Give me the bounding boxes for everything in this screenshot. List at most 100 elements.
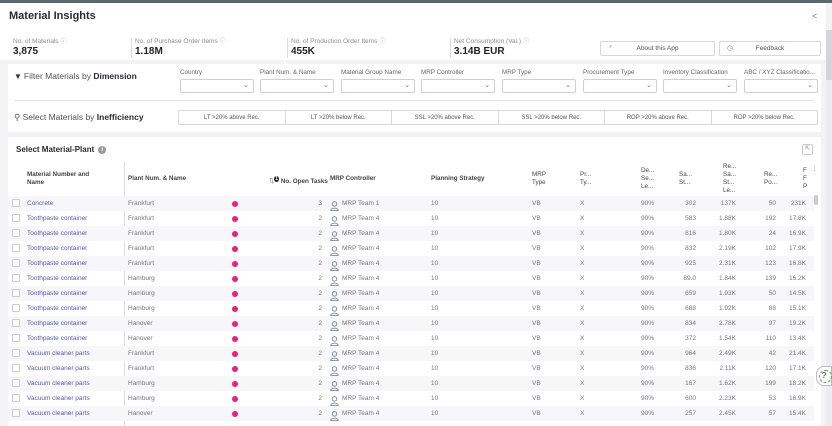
table-row[interactable]: Toothpaste container Frankfurt 2 MRP Team 4… (8, 256, 814, 271)
help-button[interactable]: ? (816, 366, 832, 386)
mrp-type-select[interactable]: ⌄ (502, 79, 576, 93)
row-checkbox[interactable] (12, 214, 20, 222)
info-icon[interactable]: i (98, 145, 107, 154)
table-row[interactable]: Vacuum cleaner parts Frankfurt 2 MRP Team 4… (8, 346, 814, 361)
row-checkbox[interactable] (12, 259, 20, 267)
info-icon[interactable]: ⓘ (379, 39, 386, 45)
status-dot (232, 366, 238, 372)
row-checkbox[interactable] (12, 244, 20, 252)
last-col-cell: 15.4K (789, 410, 806, 417)
table-row[interactable]: Toothpaste container Hanover 2 MRP Team 4 10… (8, 316, 814, 331)
material-link[interactable]: Toothpaste container (27, 245, 88, 252)
abc-xyz-select[interactable]: ⌄ (744, 79, 818, 93)
more-icon[interactable]: ⋮ (811, 165, 818, 172)
status-dot (232, 396, 238, 402)
material-link[interactable]: Toothpaste container (27, 305, 88, 312)
table-scrollbar[interactable] (814, 195, 818, 205)
material-link[interactable]: Concrete (27, 200, 54, 207)
planning-strategy-cell: 10 (431, 410, 439, 417)
table-row[interactable]: Toothpaste container Hamburg 2 MRP Team 4 10… (8, 286, 814, 301)
table-row[interactable]: Vacuum cleaner parts Hamburg 2 MRP Team 4 10… (8, 376, 814, 391)
table-row[interactable]: Toothpaste container Hamburg 2 MRP Team 4 10… (8, 271, 814, 286)
col-mrp-type[interactable]: MRP Type (532, 171, 546, 186)
dsl-cell: 90% (640, 215, 654, 222)
segment-rop-below[interactable]: ROP >20% below Rec. (733, 114, 795, 121)
share-icon[interactable]: < (812, 11, 818, 21)
material-group-select[interactable]: ⌄ (341, 79, 415, 93)
material-link[interactable]: Toothpaste container (27, 275, 88, 282)
material-link[interactable]: Toothpaste container (27, 335, 88, 342)
feedback-button[interactable]: ◷ Feedback (719, 41, 821, 56)
table-row[interactable]: Toothpaste container Frankfurt 2 MRP Team 4… (8, 226, 814, 241)
scrollbar-thumb[interactable] (826, 30, 832, 80)
segment-rop-above[interactable]: ROP >20% above Rec. (605, 111, 712, 124)
col-rec-ssl[interactable]: Re... Sa... St... Le... (723, 163, 737, 194)
material-link[interactable]: Toothpaste container (27, 230, 88, 237)
row-checkbox[interactable] (12, 304, 20, 312)
row-checkbox[interactable] (12, 319, 20, 327)
info-icon[interactable]: ⓘ (219, 39, 226, 45)
info-icon[interactable]: ⓘ (523, 39, 530, 45)
segment-ssl-above[interactable]: SSL >20% above Rec. (392, 111, 499, 124)
status-dot (232, 201, 238, 207)
row-checkbox[interactable] (12, 364, 20, 372)
kpi-production-orders: No. of Production Order Items ⓘ 455K (291, 38, 386, 57)
filter-plant: Plant Num. & Name ⌄ (260, 69, 334, 93)
table-title: Select Material-Plant i (16, 145, 107, 154)
mrp-controller-select[interactable]: ⌄ (421, 79, 495, 93)
col-last[interactable]: F F P (803, 167, 808, 190)
segment-lt-above[interactable]: LT >20% above Rec. (179, 111, 286, 124)
material-link[interactable]: Vacuum cleaner parts (27, 410, 90, 417)
col-reorder-point[interactable]: Re... Po... (764, 171, 778, 186)
inventory-classification-select[interactable]: ⌄ (663, 79, 737, 93)
row-checkbox[interactable] (12, 289, 20, 297)
row-checkbox[interactable] (12, 349, 20, 357)
table-row[interactable]: Vacuum cleaner parts Hanover 2 MRP Team 4 10… (8, 406, 814, 421)
material-link[interactable]: Vacuum cleaner parts (27, 365, 90, 372)
page-scrollbar[interactable] (826, 30, 832, 426)
country-select[interactable]: ⌄ (180, 79, 254, 93)
safety-stock-cell: 167 (685, 380, 696, 387)
filter-abc-xyz: ABC / XYZ Classificatio... ⌄ (744, 69, 818, 93)
material-link[interactable]: Vacuum cleaner parts (27, 395, 90, 402)
row-checkbox[interactable] (12, 379, 20, 387)
segment-lt-below[interactable]: LT >20% below Rec. (286, 111, 392, 124)
material-link[interactable]: Toothpaste container (27, 260, 88, 267)
col-dsl[interactable]: De... Se... Le... (641, 167, 655, 190)
material-link[interactable]: Vacuum cleaner parts (27, 380, 90, 387)
row-checkbox[interactable] (12, 274, 20, 282)
col-open-tasks[interactable]: ⇅1 No. Open Tasks (269, 176, 328, 186)
row-checkbox[interactable] (12, 229, 20, 237)
status-dot (232, 231, 238, 237)
table-row[interactable]: Vacuum cleaner parts Hamburg 2 MRP Team 4 10… (8, 391, 814, 406)
row-checkbox[interactable] (12, 334, 20, 342)
material-link[interactable]: Toothpaste container (27, 290, 88, 297)
export-icon[interactable]: ⇱ (802, 144, 813, 155)
segment-ssl-below[interactable]: SSL >20% below Rec. (499, 111, 605, 124)
col-procurement-type[interactable]: Pr... Ty... (580, 171, 592, 186)
mrp-type-cell: VB (532, 410, 541, 417)
table-row[interactable]: Toothpaste container Frankfurt 2 MRP Team 4… (8, 241, 814, 256)
col-mrp-controller[interactable]: MRP Controller (330, 175, 376, 182)
table-row[interactable]: Toothpaste container Hamburg 2 MRP Team 4 10… (8, 301, 814, 316)
safety-stock-cell: 372 (685, 335, 696, 342)
info-icon[interactable]: ⓘ (60, 39, 67, 45)
row-checkbox[interactable] (12, 409, 20, 417)
about-app-button[interactable]: ♆ About this App (600, 41, 715, 56)
row-checkbox[interactable] (12, 394, 20, 402)
col-material[interactable]: Material Number and Name (27, 171, 90, 186)
procurement-type-select[interactable]: ⌄ (583, 79, 657, 93)
col-plant[interactable]: Plant Num. & Name (128, 175, 187, 182)
reorder-point-cell: 97 (768, 320, 776, 327)
table-row[interactable]: Concrete Frankfurt 3 MRP Team 1 10 VB X 90% 302 1… (8, 196, 814, 211)
plant-select[interactable]: ⌄ (260, 79, 334, 93)
material-link[interactable]: Toothpaste container (27, 320, 88, 327)
table-row[interactable]: Vacuum cleaner parts Frankfurt 2 MRP Team 4… (8, 361, 814, 376)
col-planning-strategy[interactable]: Planning Strategy (431, 175, 485, 182)
table-row[interactable]: Toothpaste container Hanover 2 MRP Team 4 10… (8, 331, 814, 346)
col-safety-stock[interactable]: Sa... St... (679, 171, 692, 186)
material-link[interactable]: Vacuum cleaner parts (27, 350, 90, 357)
material-link[interactable]: Toothpaste container (27, 215, 88, 222)
table-row[interactable]: Toothpaste container Frankfurt 2 MRP Team 4… (8, 211, 814, 226)
row-checkbox[interactable] (12, 199, 20, 207)
